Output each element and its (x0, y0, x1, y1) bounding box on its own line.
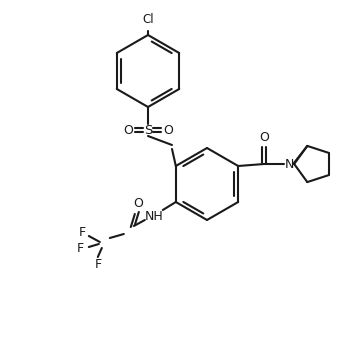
Text: Cl: Cl (142, 13, 154, 26)
Text: O: O (123, 123, 133, 136)
Text: O: O (163, 123, 173, 136)
Text: O: O (133, 197, 143, 210)
Text: NH: NH (144, 210, 163, 222)
Text: O: O (259, 131, 269, 144)
Text: F: F (76, 242, 83, 254)
Text: F: F (78, 225, 86, 239)
Text: F: F (94, 258, 101, 272)
Text: S: S (144, 123, 152, 136)
Text: N: N (284, 157, 294, 171)
